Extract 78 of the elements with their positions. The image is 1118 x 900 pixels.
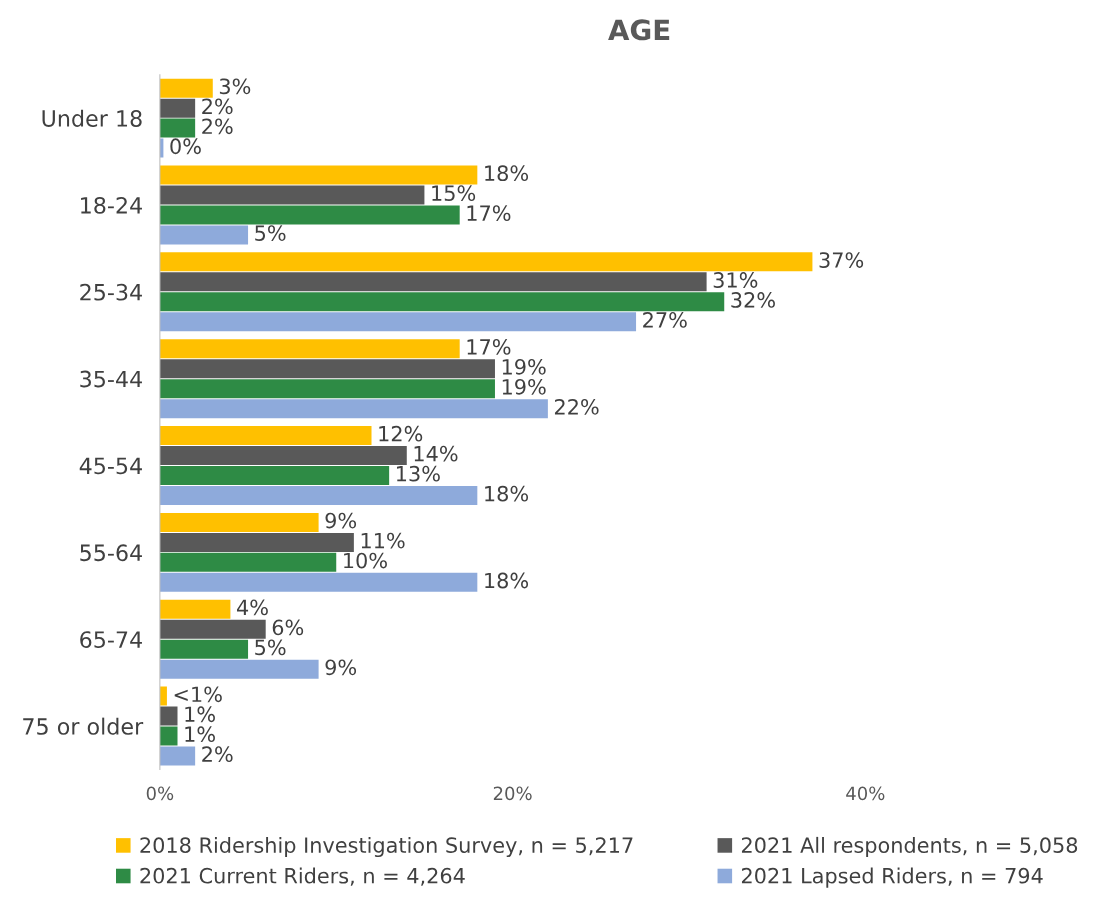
bar [159,726,178,746]
bar [159,426,372,446]
bar [159,165,478,185]
bar [159,639,249,659]
data-label: 19% [502,378,546,395]
data-label: 31% [713,272,758,288]
legend-label: 2021 Lapsed Riders, n = 794 [741,867,1043,888]
data-label: 9% [325,512,357,529]
bar [159,78,213,98]
bar [159,379,495,399]
bar [159,532,354,552]
data-label: 3% [219,78,251,95]
y-tick-label: 45-54 [79,457,142,475]
legend-label: 2018 Ridership Investigation Survey, n = 5,217 [140,836,633,858]
data-label: 1% [185,706,215,723]
x-tick-label: 0% [146,786,174,801]
bar [159,339,460,359]
data-label: 5% [255,225,286,241]
data-label: 1% [185,726,215,743]
legend-label: 2021 Current Riders, n = 4,264 [140,867,465,886]
y-tick-label: Under 18 [42,109,142,127]
y-tick-label: 65-74 [80,631,142,648]
chart-title: AGE [608,19,670,41]
data-label: 32% [731,292,775,308]
data-label: 18% [485,572,529,589]
bar [159,572,478,592]
bar [159,486,478,505]
data-label: 37% [819,252,864,268]
bar [159,446,407,466]
data-label: 2% [202,98,233,115]
y-tick-label: 25-34 [80,283,142,301]
bar [159,552,337,572]
bar [159,98,196,118]
bar [159,292,725,312]
x-tick-label: 20% [493,786,532,801]
bar [159,225,249,245]
bar [159,205,460,225]
bar [159,312,637,332]
data-label: 19% [502,358,546,375]
bar [159,252,813,272]
bar [159,118,196,138]
data-label: 22% [554,398,599,415]
bar [159,619,266,639]
y-tick-label: 55-64 [80,544,142,562]
data-label: 6% [272,619,304,636]
data-label: 12% [379,425,423,442]
data-label: <1% [174,686,222,703]
bar [159,185,425,205]
bar [159,746,196,766]
data-label: 5% [255,639,286,656]
y-tick-label: 35-44 [80,370,142,388]
data-label: 2% [202,118,233,135]
data-label: 17% [467,205,511,222]
bar [159,466,390,485]
data-label: 13% [396,465,440,482]
bar [159,512,319,532]
bar [159,599,231,619]
data-label: 10% [344,552,387,569]
bar [159,659,319,679]
bar [159,399,548,419]
data-label: 11% [361,532,405,549]
bar [159,359,495,379]
data-label: 14% [414,445,458,462]
data-label: 9% [325,659,357,676]
legend-label: 2021 All respondents, n = 5,058 [741,836,1078,858]
data-label: 4% [236,599,268,616]
bar [159,706,178,726]
data-label: 18% [485,165,529,182]
data-label: 17% [467,339,511,355]
data-label: 15% [432,185,476,202]
data-label: 18% [485,485,529,502]
y-tick-label: 18-24 [81,196,142,214]
data-label: 0% [170,138,201,155]
x-tick-label: 40% [846,786,885,801]
data-label: 2% [202,746,233,763]
y-tick-label: 75 or older [23,717,144,735]
bar [159,272,707,292]
data-label: 27% [643,312,687,328]
